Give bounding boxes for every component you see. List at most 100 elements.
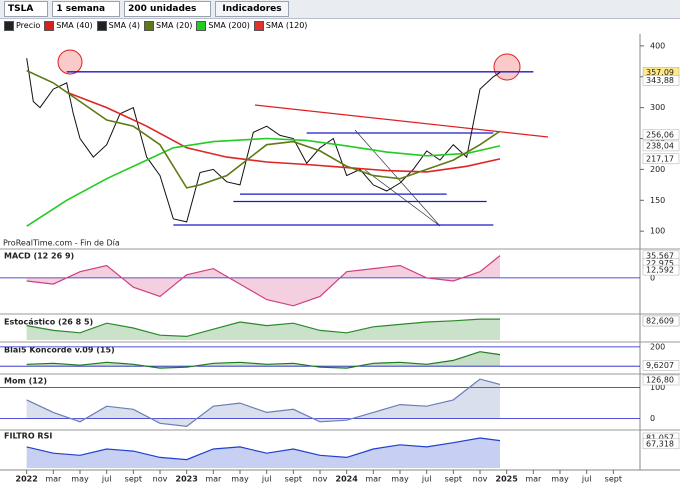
indicator-area (26, 319, 501, 340)
price-badge (642, 129, 680, 141)
value-badge (642, 315, 680, 327)
legend-item[interactable]: SMA (200) (196, 20, 250, 31)
x-tick-label: sept (285, 475, 302, 484)
price-badge-label: 357,09 (646, 68, 674, 77)
value-badge-label: 35,567 (646, 251, 674, 260)
x-tick-label: may (551, 475, 569, 484)
legend-label: Precio (16, 21, 41, 30)
price-line (26, 69, 501, 189)
x-tick-label: nov (473, 475, 488, 484)
x-tick-label: nov (313, 475, 328, 484)
price-badge-label: 238,04 (646, 141, 674, 150)
y-tick-label: 100 (650, 383, 665, 392)
indicator-line (26, 318, 500, 338)
price-badge-label: 343,88 (646, 76, 674, 85)
y-tick-label: 0 (650, 414, 655, 423)
y-tick-label: 200 (650, 165, 665, 174)
panel-title: Mom (12) (4, 377, 47, 386)
x-tick-label: sept (605, 475, 622, 484)
value-badge-label: 81,057 (646, 433, 674, 442)
x-tick-label: 2024 (336, 475, 359, 484)
price-line (26, 58, 501, 223)
x-tick-label: jul (421, 475, 432, 484)
y-tick-label: 0 (650, 273, 655, 282)
panel-title: Blai5 Koncorde v.09 (15) (4, 346, 115, 355)
price-badge-label: 217,17 (646, 154, 674, 163)
price-badge (642, 153, 680, 165)
legend-label: SMA (120) (265, 21, 308, 30)
value-badge-label: 126,80 (646, 376, 674, 385)
y-tick-label: 200 (650, 342, 665, 351)
x-tick-label: nov (153, 475, 168, 484)
price-line (26, 137, 501, 227)
panel-title: FILTRO RSI (4, 432, 52, 441)
indicator-line (26, 255, 501, 307)
panel-title: MACD (12 26 9) (4, 252, 74, 261)
x-tick-label: may (71, 475, 89, 484)
price-badge (642, 140, 680, 152)
wedge-line (364, 169, 441, 227)
legend-label: SMA (40) (56, 21, 93, 30)
y-tick-label: 150 (650, 196, 665, 205)
x-tick-label: may (231, 475, 249, 484)
x-tick-label: mar (365, 475, 382, 484)
legend-label: SMA (4) (108, 21, 140, 30)
toolbar: TSLA 1 semana 200 unidades Indicadores (0, 0, 680, 19)
legend-swatch (143, 20, 154, 31)
price-line (66, 91, 501, 173)
timeframe-select[interactable]: 1 semana (52, 1, 121, 17)
legend-item[interactable]: SMA (20) (143, 20, 193, 31)
value-badge (642, 374, 680, 386)
indicator-area (26, 351, 501, 369)
indicator-line (26, 351, 501, 369)
trend-line (254, 104, 549, 138)
x-tick-label: 2025 (496, 475, 519, 484)
x-tick-label: 2022 (16, 475, 38, 484)
legend-item[interactable]: SMA (40) (44, 20, 93, 31)
x-tick-label: 2023 (176, 475, 198, 484)
value-badge-label: 12,592 (646, 266, 674, 275)
highlight-circle (57, 49, 83, 75)
price-badge-label: 256,06 (646, 130, 674, 139)
price-badge (642, 75, 680, 86)
indicator-area (26, 379, 501, 427)
x-tick-label: jul (101, 475, 112, 484)
indicator-line (26, 437, 501, 461)
legend-swatch (4, 20, 14, 31)
legend-item[interactable]: SMA (120) (253, 20, 308, 31)
x-tick-label: mar (45, 475, 62, 484)
value-badge (642, 438, 680, 450)
panel-title: Estocástico (26 8 5) (4, 318, 93, 327)
x-tick-label: sept (125, 475, 142, 484)
legend: Precio SMA (40) SMA (4) SMA (20) SMA (200) SM… (0, 19, 640, 32)
value-badge-label: 22,975 (646, 259, 674, 268)
value-badge (642, 264, 680, 276)
indicator-line (26, 378, 501, 428)
x-tick-label: mar (205, 475, 222, 484)
source-label: ProRealTime.com - Fin de Día (3, 239, 120, 248)
legend-swatch (96, 20, 107, 31)
value-badge-label: 82,609 (646, 317, 674, 326)
x-tick-label: mar (525, 475, 542, 484)
y-tick-label: 400 (650, 41, 665, 50)
indicators-button[interactable]: Indicadores (215, 1, 289, 17)
highlight-circle (493, 53, 521, 81)
x-tick-label: jul (261, 475, 272, 484)
units-select[interactable]: 200 unidades (124, 1, 212, 17)
y-tick-label: 100 (650, 227, 665, 236)
x-tick-label: sept (445, 475, 462, 484)
legend-item[interactable]: Precio (4, 20, 41, 31)
value-badge-label: 9,6207 (646, 361, 674, 370)
legend-label: SMA (200) (208, 21, 250, 30)
legend-item[interactable]: SMA (4) (96, 20, 140, 31)
value-badge (642, 360, 680, 371)
symbol-field[interactable]: TSLA (4, 1, 49, 17)
legend-swatch (196, 20, 207, 31)
legend-label: SMA (20) (155, 21, 193, 30)
x-tick-label: jul (581, 475, 592, 484)
value-badge-label: 67,318 (646, 439, 674, 448)
x-tick-label: may (391, 475, 409, 484)
y-tick-label: 300 (650, 103, 665, 112)
